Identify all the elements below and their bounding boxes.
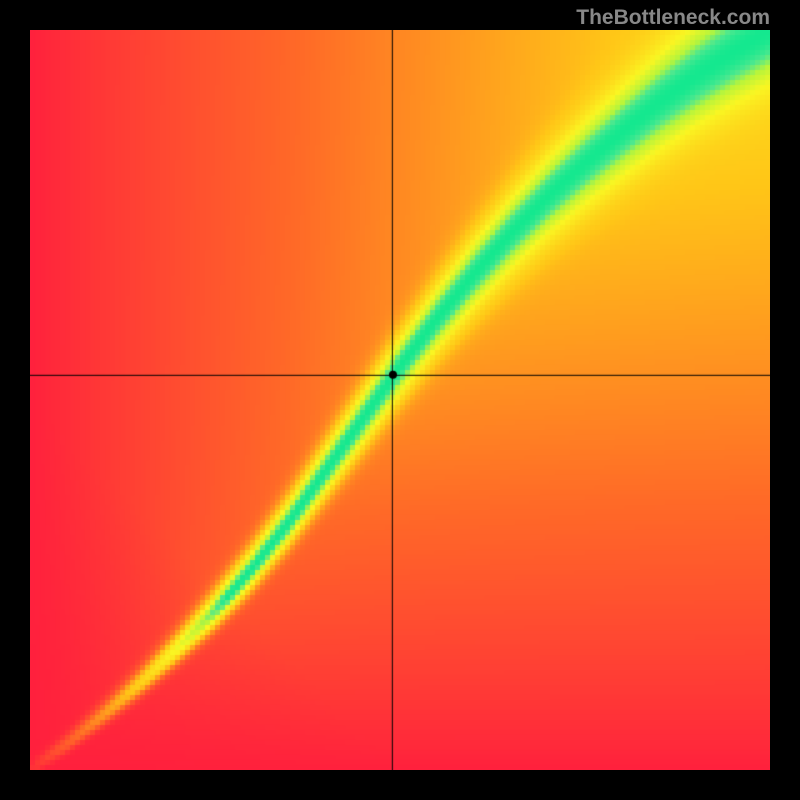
heatmap-plot [30,30,770,770]
chart-container: TheBottleneck.com [0,0,800,800]
heatmap-canvas [30,30,770,770]
watermark-text: TheBottleneck.com [576,6,770,30]
